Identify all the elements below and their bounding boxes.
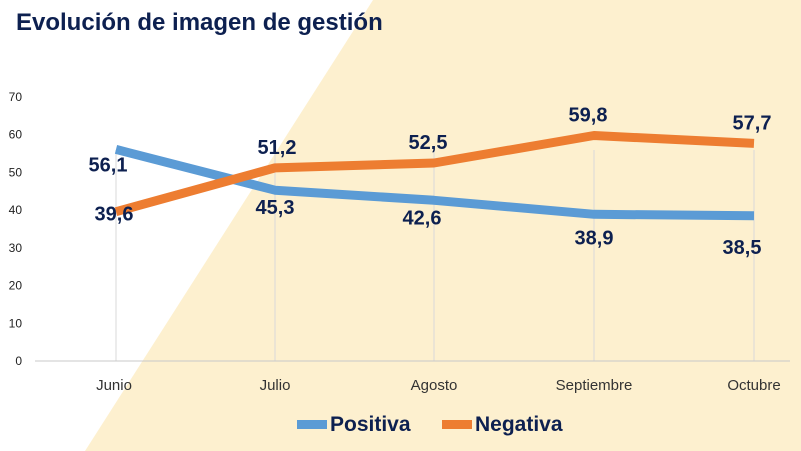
x-tick-label: Junio bbox=[96, 377, 132, 394]
data-label: 52,5 bbox=[409, 132, 448, 154]
series-line-negativa bbox=[114, 131, 755, 217]
grid-lines bbox=[115, 150, 755, 361]
chart-title: Evolución de imagen de gestión bbox=[16, 9, 383, 36]
y-tick-label: 0 bbox=[15, 354, 22, 368]
y-tick-label: 10 bbox=[9, 316, 23, 330]
legend-label-negativa: Negativa bbox=[475, 413, 563, 436]
legend-swatch-positiva bbox=[297, 420, 327, 429]
y-axis-ticks: 0 10 20 30 40 50 60 70 bbox=[9, 90, 23, 368]
y-tick-label: 50 bbox=[9, 165, 23, 179]
legend: Positiva Negativa bbox=[297, 413, 563, 436]
legend-label-positiva: Positiva bbox=[330, 413, 411, 436]
y-tick-label: 70 bbox=[9, 90, 23, 104]
x-tick-label: Agosto bbox=[411, 377, 458, 394]
x-axis-ticks: Junio Julio Agosto Septiembre Octubre bbox=[96, 377, 781, 394]
data-label: 51,2 bbox=[258, 137, 297, 159]
data-label: 38,9 bbox=[575, 227, 614, 249]
data-label: 56,1 bbox=[89, 154, 128, 176]
data-label: 39,6 bbox=[95, 204, 134, 226]
series-lines bbox=[114, 131, 755, 221]
data-labels: 56,1 45,3 42,6 38,9 38,5 39,6 51,2 52,5 59,8 57,7 bbox=[89, 104, 772, 258]
y-tick-label: 20 bbox=[9, 279, 23, 293]
y-tick-label: 60 bbox=[9, 128, 23, 142]
x-tick-label: Julio bbox=[260, 377, 291, 394]
data-label: 42,6 bbox=[403, 207, 442, 229]
series-line-positiva bbox=[114, 145, 755, 221]
legend-swatch-negativa bbox=[442, 420, 472, 429]
data-label: 59,8 bbox=[569, 104, 608, 126]
y-tick-label: 30 bbox=[9, 241, 23, 255]
data-label: 38,5 bbox=[723, 237, 762, 259]
x-tick-label: Octubre bbox=[727, 377, 780, 394]
y-tick-label: 40 bbox=[9, 203, 23, 217]
x-tick-label: Septiembre bbox=[556, 377, 633, 394]
background-band bbox=[85, 0, 801, 451]
data-label: 57,7 bbox=[733, 112, 772, 134]
data-label: 45,3 bbox=[256, 197, 295, 219]
